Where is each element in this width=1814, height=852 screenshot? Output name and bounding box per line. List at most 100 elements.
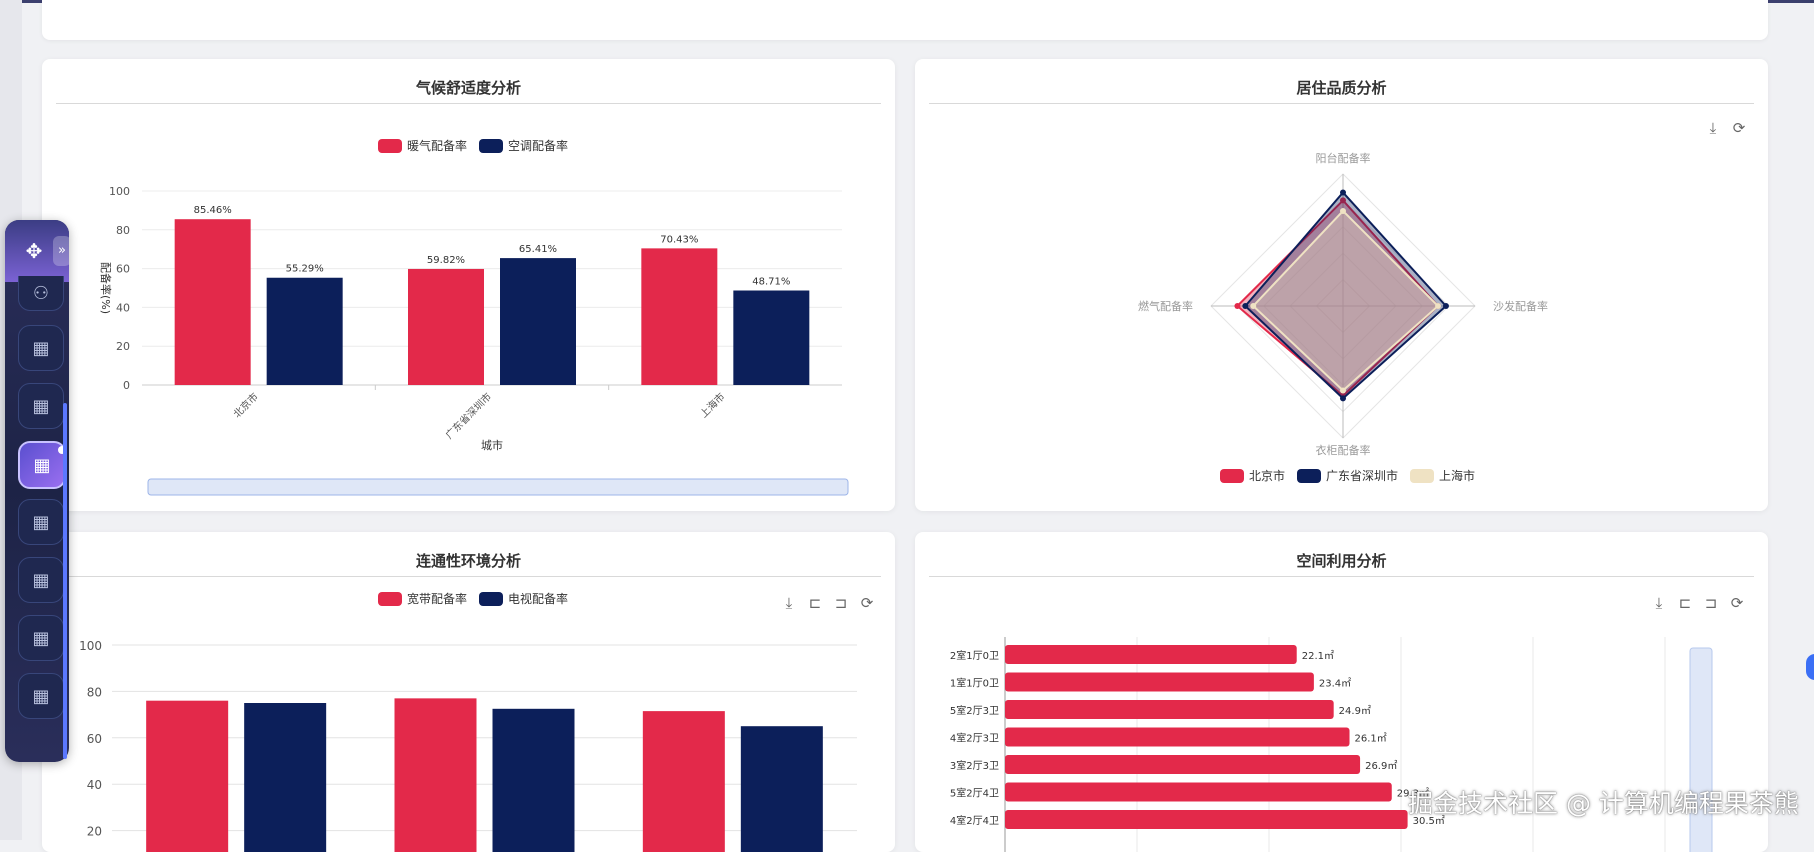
bar [733, 290, 810, 385]
bar [641, 248, 718, 385]
refresh-icon[interactable]: ⟳ [860, 594, 874, 612]
bar-chart-icon[interactable]: ⊐ [1704, 594, 1718, 612]
bar [1005, 782, 1392, 802]
data-label: 48.71% [752, 277, 790, 288]
legend-item[interactable]: 电视配备率 [479, 590, 568, 607]
y-tick-label: 40 [116, 301, 130, 314]
grid-icon[interactable]: ▦ [18, 383, 64, 429]
y-axis-title: 配备率(%) [99, 262, 113, 314]
y-tick-label: 100 [109, 185, 130, 198]
notification-dot [58, 446, 66, 454]
bar [1005, 810, 1408, 829]
x-tick-label: 上海市 [697, 390, 727, 420]
grid-icon[interactable]: ▦ [18, 615, 64, 661]
download-icon[interactable]: ⤓ [1655, 594, 1663, 612]
radar-point [1242, 303, 1249, 309]
chart-legend: 暖气配备率 空调配备率 [378, 137, 568, 154]
bar [740, 726, 823, 852]
grid-icon[interactable]: ▦ [18, 673, 64, 719]
legend-label: 宽带配备率 [407, 592, 468, 606]
grid-icon[interactable]: ▦ [18, 499, 64, 545]
refresh-icon[interactable]: ⟳ [1732, 119, 1746, 137]
radar-point [1435, 303, 1442, 309]
grid-icon[interactable]: ▦ [18, 325, 64, 371]
datazoom-slider [147, 478, 849, 496]
grid-icon-active[interactable]: ▦ [18, 441, 66, 489]
y-tick-label: 60 [87, 732, 102, 746]
watermark: 掘金技术社区 @ 计算机编程果茶熊 [1408, 789, 1799, 818]
radar-point [1340, 387, 1346, 394]
collapse-icon[interactable]: » [53, 236, 69, 266]
chart-toolbox: ⤓ ⊏ ⊐ ⟳ [780, 594, 876, 612]
radar-indicator-label: 燃气配备率 [1138, 299, 1193, 313]
data-label: 26.1㎡ [1355, 733, 1387, 745]
panel-title: 连通性环境分析 [56, 546, 881, 577]
legend-swatch [378, 138, 402, 153]
connectivity-bar-chart: 20 40 60 80 100 [79, 639, 857, 852]
legend-label: 空调配备率 [508, 139, 569, 153]
bar [1005, 672, 1314, 692]
user-icon[interactable]: ⚇ [18, 276, 64, 311]
radar-point [1442, 303, 1449, 309]
data-label: 59.82% [427, 255, 465, 266]
bar [174, 219, 251, 385]
chart-legend: 北京市 广东省深圳市 上海市 [1220, 467, 1475, 484]
legend-item[interactable]: 宽带配备率 [378, 590, 467, 607]
legend-item[interactable]: 广东省深圳市 [1297, 467, 1398, 484]
space-panel: 空间利用分析 ⤓ ⊏ ⊐ ⟳ 2室1厅0卫 22.1㎡ 1室1厅0卫 23.4㎡ 5室2… [915, 532, 1768, 852]
y-tick-label: 20 [116, 340, 130, 353]
legend-item[interactable]: 上海市 [1410, 467, 1475, 484]
data-label: 22.1㎡ [1302, 650, 1334, 662]
bar [266, 277, 343, 385]
dock-header: ✥ » [5, 220, 69, 282]
bar-chart-icon[interactable]: ⊐ [834, 594, 848, 612]
panel-title: 气候舒适度分析 [56, 73, 881, 104]
grid-icon[interactable]: ▦ [18, 557, 64, 603]
bar [1005, 755, 1361, 774]
y-tick-label: 3室2厅3卫 [950, 759, 999, 772]
y-tick-label: 5室2厅4卫 [950, 787, 999, 800]
legend-swatch [1297, 468, 1322, 483]
move-icon[interactable]: ✥ [25, 239, 43, 263]
y-tick-label: 40 [87, 778, 102, 792]
refresh-icon[interactable]: ⟳ [1730, 594, 1744, 612]
radar-indicator-label: 衣柜配备率 [1316, 443, 1371, 457]
data-label: 55.29% [286, 264, 324, 275]
legend-label: 北京市 [1249, 469, 1286, 483]
y-tick-label: 80 [116, 224, 130, 237]
data-label: 70.43% [660, 234, 698, 245]
bar [244, 703, 327, 852]
data-label: 26.9㎡ [1365, 760, 1397, 772]
legend-label: 广东省深圳市 [1326, 469, 1399, 483]
legend-item[interactable]: 北京市 [1220, 467, 1285, 484]
radar-point [1234, 303, 1241, 309]
connectivity-panel: 连通性环境分析 宽带配备率 电视配备率 ⤓ ⊏ ⊐ ⟳ 20 40 60 80 100 [42, 532, 895, 852]
bar [1005, 727, 1350, 747]
chart-legend: 宽带配备率 电视配备率 [378, 590, 568, 607]
data-label: 24.9㎡ [1339, 705, 1371, 717]
radar-indicator-label: 沙发配备率 [1493, 299, 1548, 313]
download-icon[interactable]: ⤓ [1709, 119, 1717, 137]
side-drawer-handle[interactable] [1806, 654, 1814, 680]
line-chart-icon[interactable]: ⊏ [1678, 594, 1692, 612]
chart-toolbox: ⤓ ⊏ ⊐ ⟳ [1650, 594, 1746, 612]
line-chart-icon[interactable]: ⊏ [808, 594, 822, 612]
bar [492, 708, 575, 852]
bar [146, 700, 229, 852]
y-tick-label: 60 [116, 263, 130, 276]
space-hbar-chart: 2室1厅0卫 22.1㎡ 1室1厅0卫 23.4㎡ 5室2厅3卫 24.9㎡ 4室2厅3卫 2… [950, 637, 1713, 852]
y-tick-label: 4室2厅3卫 [950, 732, 999, 745]
radar-point [1340, 197, 1346, 204]
chart-toolbox: ⤓ ⟳ [1704, 119, 1748, 137]
dock-scrollbar[interactable] [63, 403, 67, 759]
data-label: 30.5㎡ [1413, 815, 1445, 827]
radar-indicator-label: 阳台配备率 [1316, 151, 1371, 165]
legend-item[interactable]: 暖气配备率 [378, 137, 467, 154]
legend-item[interactable]: 空调配备率 [479, 137, 568, 154]
top-panel-strip [42, 0, 1768, 40]
legend-swatch [1220, 468, 1244, 483]
download-icon[interactable]: ⤓ [785, 594, 793, 612]
y-tick-label: 80 [87, 685, 102, 699]
y-tick-label: 5室2厅3卫 [950, 704, 999, 717]
climate-bar-chart: 0 20 40 60 80 100 85.46% 55.29% 北京市 59.82% 65.41% 广… [99, 185, 849, 496]
